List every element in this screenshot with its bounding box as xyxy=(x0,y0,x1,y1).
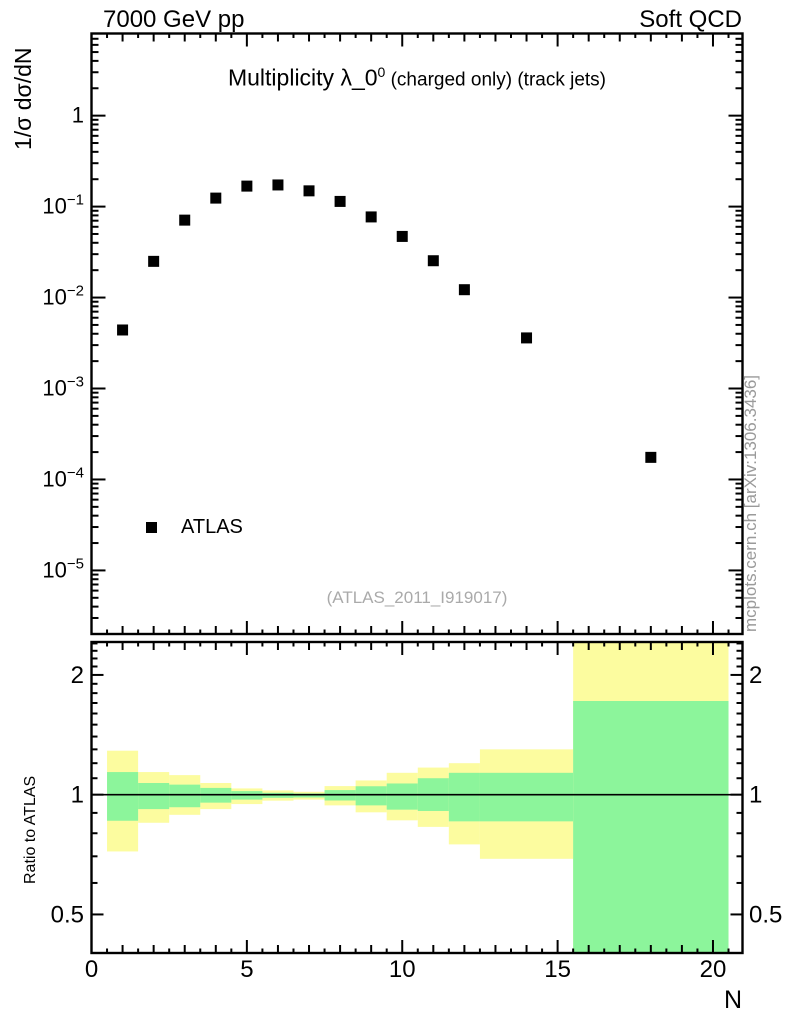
data-marker xyxy=(117,324,129,336)
data-marker xyxy=(241,180,253,192)
ratio-y-tick-label-left: 1 xyxy=(71,782,84,809)
x-axis-label: N xyxy=(724,986,742,1014)
ratio-y-tick-label-right: 1 xyxy=(749,782,762,809)
ratio-band-inner xyxy=(138,783,170,810)
y-tick-label: 1 xyxy=(72,103,84,128)
y-axis-label-ratio: Ratio to ATLAS xyxy=(22,775,39,884)
x-tick-label: 20 xyxy=(700,956,727,983)
ratio-band-inner xyxy=(386,783,418,810)
axis-ticks xyxy=(90,32,743,954)
ratio-band-inner xyxy=(448,772,480,822)
data-marker xyxy=(210,192,222,204)
data-marker xyxy=(365,211,377,223)
analysis-reference-label: (ATLAS_2011_I919017) xyxy=(326,588,508,607)
y-tick-label: 10−5 xyxy=(42,555,84,582)
x-tick-label: 5 xyxy=(240,956,253,983)
x-tick-label: 10 xyxy=(389,956,416,983)
y-axis-label-main: 1/σ dσ/dN xyxy=(10,47,36,150)
data-marker xyxy=(645,451,657,463)
title-qualifiers: (charged only) (track jets) xyxy=(385,69,607,91)
ratio-band-inner xyxy=(169,784,201,808)
y-tick-label: 10−3 xyxy=(42,374,84,401)
legend-marker-square xyxy=(146,522,157,533)
ratio-y-tick-label-left: 2 xyxy=(71,662,84,689)
ratio-band-inner xyxy=(107,772,139,821)
ratio-band-inner xyxy=(573,700,729,953)
data-marker xyxy=(179,214,191,226)
legend: ATLAS xyxy=(146,516,243,539)
process-group-label: Soft QCD xyxy=(639,6,742,33)
watermark-text: mcplots.cern.ch [arXiv:1306.3436] xyxy=(741,374,760,632)
legend-label: ATLAS xyxy=(181,516,243,538)
title-observable: Multiplicity λ_0 xyxy=(227,64,378,91)
y-tick-label: 10−2 xyxy=(42,283,84,310)
title-superscript: 0 xyxy=(377,64,386,80)
data-marker xyxy=(521,332,533,344)
y-tick-label: 10−1 xyxy=(42,192,84,219)
ratio-y-tick-label-left: 0.5 xyxy=(51,901,84,928)
plot-title: Multiplicity λ_00 (charged only) (track … xyxy=(91,64,743,92)
ratio-band-inner xyxy=(355,786,387,806)
axis-tick-labels: 1 10−1 10−2 10−3 10−4 10−5 2 2 1 1 0.5 0.5 0 5 10 15 20 N xyxy=(42,103,782,1014)
x-tick-label: 15 xyxy=(544,956,571,983)
data-marker xyxy=(148,255,160,267)
data-marker xyxy=(458,284,470,296)
y-tick-label: 10−4 xyxy=(42,464,84,491)
data-marker xyxy=(396,230,408,242)
ratio-band-inner xyxy=(479,772,574,822)
ratio-y-tick-label-right: 0.5 xyxy=(749,901,782,928)
data-marker xyxy=(427,255,439,267)
data-marker xyxy=(303,185,315,197)
data-marker xyxy=(334,195,346,207)
x-tick-label: 0 xyxy=(85,956,98,983)
ratio-y-tick-label-right: 2 xyxy=(749,662,762,689)
ratio-bands xyxy=(107,642,729,953)
data-marker xyxy=(272,179,284,191)
data-series-atlas xyxy=(117,179,657,463)
beam-energy-label: 7000 GeV pp xyxy=(103,6,245,33)
